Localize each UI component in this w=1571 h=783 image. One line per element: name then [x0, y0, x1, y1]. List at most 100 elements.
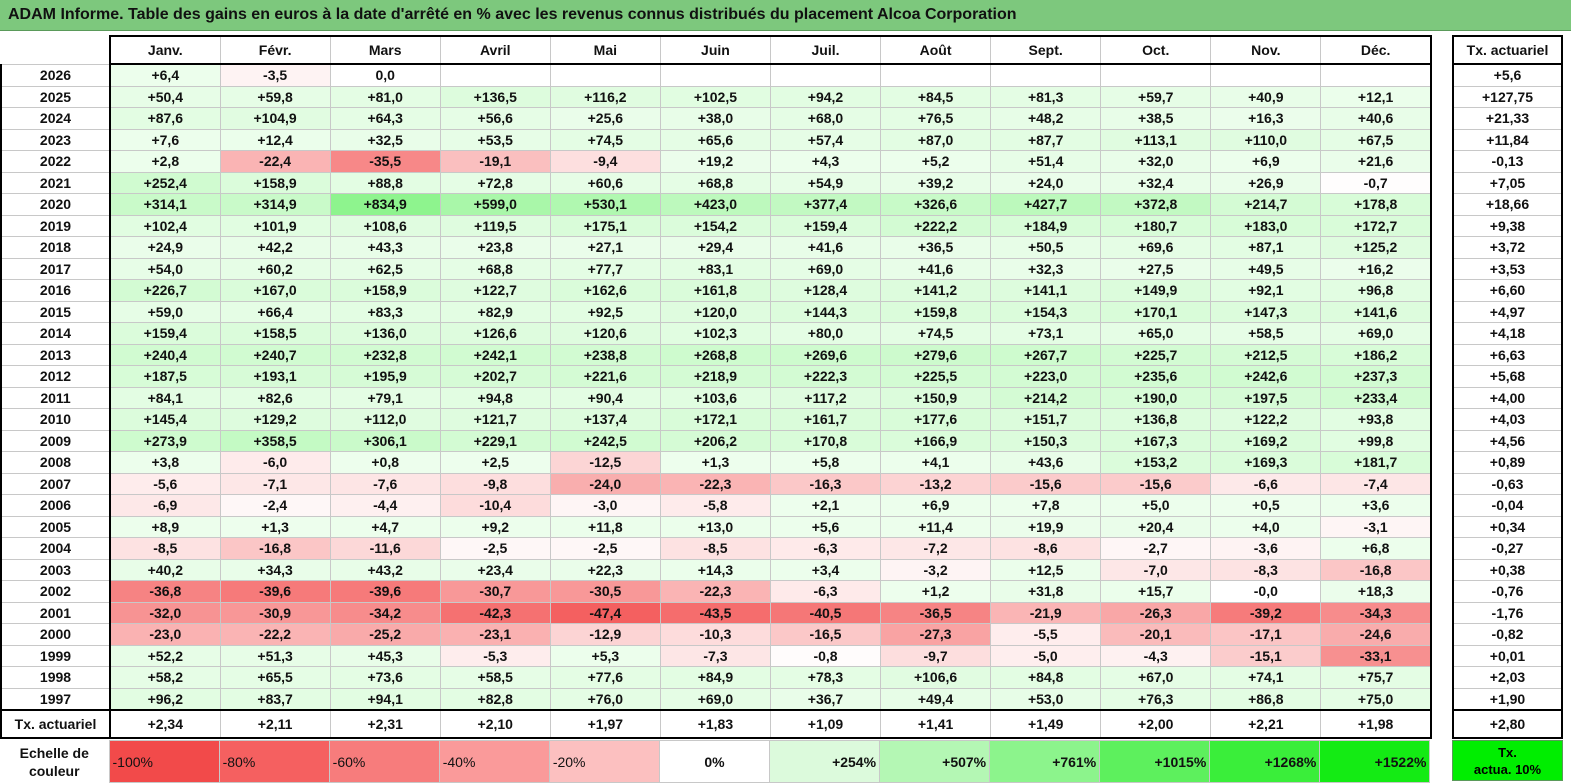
- rate-cell: -0,13: [1452, 150, 1563, 173]
- gains-table-body: 2026 +6,4 -3,5 0,0 2025 +50,4 +59,8 +81,0 +136,5…: [0, 63, 1432, 739]
- table-row: 2006 -6,9 -2,4 -4,4 -10,4 -3,0 -5,8 +2,1 +6,9 +7,…: [0, 494, 1432, 517]
- rate-row: +2,03: [1452, 666, 1563, 689]
- gain-cell: [1210, 63, 1322, 87]
- gain-cell: +19,2: [659, 150, 771, 173]
- gain-cell: -9,4: [549, 150, 661, 173]
- gain-cell: +2,8: [109, 150, 221, 173]
- gain-cell: +12,1: [1320, 85, 1432, 108]
- gain-cell: +75,0: [1320, 687, 1432, 711]
- gain-cell: -7,4: [1320, 472, 1432, 495]
- gain-cell: +186,2: [1320, 343, 1432, 366]
- gain-cell: +69,0: [769, 257, 882, 280]
- gain-cell: +13,0: [659, 515, 771, 538]
- rate-cell: +9,38: [1452, 214, 1563, 237]
- gain-cell: +86,8: [1210, 687, 1322, 711]
- gain-cell: +214,7: [1210, 193, 1322, 216]
- gain-cell: +76,0: [549, 687, 661, 711]
- gain-cell: +94,8: [439, 386, 551, 409]
- gain-cell: +169,2: [1210, 429, 1322, 452]
- year-cell: 2019: [0, 214, 111, 237]
- gain-cell: -16,8: [1320, 558, 1432, 581]
- gain-cell: -7,2: [880, 537, 992, 560]
- footer-rate-cell: +2,00: [1100, 709, 1212, 739]
- gain-cell: -15,6: [1100, 472, 1212, 495]
- month-header: Oct.: [1100, 35, 1212, 65]
- gain-cell: +314,1: [109, 193, 221, 216]
- gain-cell: +129,2: [219, 408, 331, 431]
- gain-cell: -30,7: [439, 580, 551, 603]
- gain-cell: +166,9: [880, 429, 992, 452]
- gain-cell: +87,1: [1210, 236, 1322, 259]
- footer-rate-cell: +2,11: [219, 709, 331, 739]
- gain-cell: +16,2: [1320, 257, 1432, 280]
- gain-cell: +159,4: [109, 322, 221, 345]
- gain-cell: +161,8: [659, 279, 771, 302]
- gain-cell: +154,3: [990, 300, 1102, 323]
- table-row: 2004 -8,5 -16,8 -11,6 -2,5 -2,5 -8,5 -6,3 -7,2 -8…: [0, 537, 1432, 560]
- color-scale-label-line1: Echelle de: [19, 744, 89, 761]
- gain-cell: -9,8: [439, 472, 551, 495]
- rate-cell: -0,63: [1452, 472, 1563, 495]
- gain-cell: +83,1: [659, 257, 771, 280]
- color-scale-swatch: +761%: [989, 740, 1101, 783]
- rate-cell: +4,00: [1452, 386, 1563, 409]
- gain-cell: +137,4: [549, 408, 661, 431]
- gain-cell: -39,6: [329, 580, 441, 603]
- gain-cell: +41,6: [880, 257, 992, 280]
- rate-cell: +21,33: [1452, 107, 1563, 130]
- year-cell: 2017: [0, 257, 111, 280]
- year-cell: 2002: [0, 580, 111, 603]
- gain-cell: +377,4: [769, 193, 882, 216]
- gain-cell: +314,9: [219, 193, 331, 216]
- gain-cell: -8,5: [109, 537, 221, 560]
- rate-cell: +4,03: [1452, 408, 1563, 431]
- year-cell: 2025: [0, 85, 111, 108]
- year-cell: 2015: [0, 300, 111, 323]
- gain-cell: -2,5: [439, 537, 551, 560]
- gain-cell: +423,0: [659, 193, 771, 216]
- gain-cell: -17,1: [1210, 623, 1322, 646]
- table-row: 2017 +54,0 +60,2 +62,5 +68,8 +77,7 +83,1 +69,0 +…: [0, 257, 1432, 280]
- gain-cell: +66,4: [219, 300, 331, 323]
- rate-cell: +4,97: [1452, 300, 1563, 323]
- rate-row: +5,68: [1452, 365, 1563, 388]
- gain-cell: +36,5: [880, 236, 992, 259]
- gain-cell: +31,8: [990, 580, 1102, 603]
- gain-cell: -4,3: [1100, 644, 1212, 667]
- rate-row: +4,03: [1452, 408, 1563, 431]
- gain-cell: +187,5: [109, 365, 221, 388]
- gain-cell: +6,4: [109, 63, 221, 87]
- table-row: 2022 +2,8 -22,4 -35,5 -19,1 -9,4 +19,2 +4,3 +5,2…: [0, 150, 1432, 173]
- month-header: Juin: [659, 35, 771, 65]
- gain-cell: -32,0: [109, 601, 221, 624]
- gain-cell: +158,9: [219, 171, 331, 194]
- gain-cell: +88,8: [329, 171, 441, 194]
- footer-rate-cell: +1,83: [659, 709, 771, 739]
- gain-cell: +78,3: [769, 666, 882, 689]
- gain-cell: +326,6: [880, 193, 992, 216]
- year-cell: 1998: [0, 666, 111, 689]
- rate-row: +3,53: [1452, 257, 1563, 280]
- year-cell: 1999: [0, 644, 111, 667]
- gain-cell: +43,2: [329, 558, 441, 581]
- gain-cell: +101,9: [219, 214, 331, 237]
- gain-cell: +94,1: [329, 687, 441, 711]
- rate-row: +3,72: [1452, 236, 1563, 259]
- gain-cell: -23,1: [439, 623, 551, 646]
- gain-cell: +1,2: [880, 580, 992, 603]
- gain-cell: +5,0: [1100, 494, 1212, 517]
- gain-cell: [990, 63, 1102, 87]
- gain-cell: +77,6: [549, 666, 661, 689]
- gain-cell: +67,0: [1100, 666, 1212, 689]
- gain-cell: +177,6: [880, 408, 992, 431]
- table-row: 2024 +87,6 +104,9 +64,3 +56,6 +25,6 +38,0 +68,0…: [0, 107, 1432, 130]
- gain-cell: -47,4: [549, 601, 661, 624]
- gains-table: Janv. Févr. Mars Avril Mai Juin Juil. Août Sept.…: [0, 35, 1432, 739]
- rate-row: +6,63: [1452, 343, 1563, 366]
- gain-cell: -3,0: [549, 494, 661, 517]
- table-row: 1997 +96,2 +83,7 +94,1 +82,8 +76,0 +69,0 +36,7 +…: [0, 687, 1432, 711]
- table-row: 2008 +3,8 -6,0 +0,8 +2,5 -12,5 +1,3 +5,8 +4,1 +43…: [0, 451, 1432, 474]
- rate-row: +0,89: [1452, 451, 1563, 474]
- year-cell: 2004: [0, 537, 111, 560]
- gain-cell: +51,4: [990, 150, 1102, 173]
